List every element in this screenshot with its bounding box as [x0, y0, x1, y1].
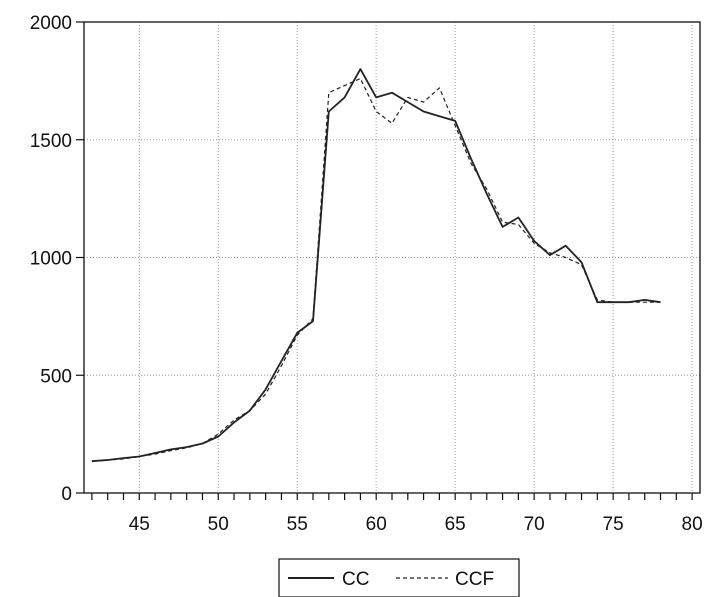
- y-tick-label: 1000: [30, 249, 72, 270]
- x-tick-label: 60: [366, 514, 387, 535]
- x-tick-label: 70: [524, 514, 545, 535]
- series-line-cc: [91, 68, 661, 463]
- x-tick-label: 65: [445, 514, 466, 535]
- x-tick-label: 55: [287, 514, 308, 535]
- x-tick-label: 75: [603, 514, 624, 535]
- x-tick-label: 45: [129, 514, 150, 535]
- x-tick-label: 80: [682, 514, 703, 535]
- grid-lines: [84, 22, 700, 493]
- y-tick-label: 2000: [30, 13, 72, 34]
- axis-ticks: [76, 21, 693, 500]
- data-point-ccf: [327, 91, 330, 94]
- y-tick-label: 500: [40, 366, 72, 387]
- legend-label-ccf: CCF: [455, 569, 494, 590]
- x-tick-label: 50: [208, 514, 229, 535]
- series-line-ccf: [91, 77, 661, 462]
- series-lines: [91, 68, 661, 463]
- legend-label-cc: CC: [342, 569, 369, 590]
- legend: CC CCF: [278, 558, 520, 597]
- y-tick-label: 1500: [30, 131, 72, 152]
- y-tick-label: 0: [61, 484, 72, 505]
- axis-tick-labels: 45 50 55 60 65 70 75 80 0 500 1000 1500 2000: [30, 13, 703, 535]
